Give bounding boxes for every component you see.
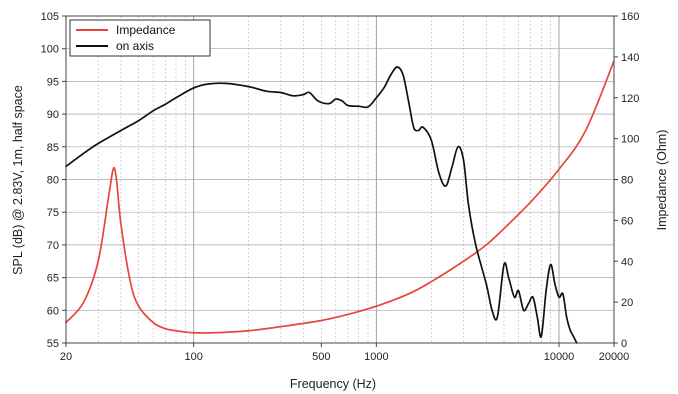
- x-tick-label: 10000: [544, 351, 575, 363]
- y-left-tick-label: 65: [47, 273, 59, 285]
- y-right-tick-label: 60: [621, 215, 633, 227]
- series-layer: [65, 60, 615, 344]
- y-left-tick-label: 90: [47, 109, 59, 121]
- y-right-tick-label: 160: [621, 11, 639, 23]
- y-right-tick-label: 140: [621, 52, 639, 64]
- y-left-tick-label: 55: [47, 338, 59, 350]
- x-tick-label: 1000: [364, 351, 388, 363]
- x-tick-label: 20000: [599, 351, 630, 363]
- y-left-tick-label: 75: [47, 207, 59, 219]
- y-left-tick-label: 85: [47, 142, 59, 154]
- major-grid: [66, 16, 614, 343]
- y-left-tick-label: 70: [47, 240, 59, 252]
- y-right-tick-label: 120: [621, 93, 639, 105]
- y-right-tick-label: 20: [621, 297, 633, 309]
- y-axis-right-title: Impedance (Ohm): [655, 130, 669, 231]
- y-right-tick-label: 100: [621, 134, 639, 146]
- ticks-layer: 55 60 65 70 75 80 85 90 95 100 105 0 20 40 60 80 100 120 1…: [41, 11, 640, 363]
- series-line-on-axis: [65, 66, 578, 344]
- y-left-tick-label: 105: [41, 11, 59, 23]
- x-tick-label: 500: [312, 351, 330, 363]
- x-tick-label: 100: [184, 351, 202, 363]
- x-axis-title: Frequency (Hz): [290, 377, 376, 391]
- y-left-tick-label: 95: [47, 76, 59, 88]
- y-axis-left-title: SPL (dB) @ 2.83V, 1m, half space: [11, 85, 25, 275]
- y-right-tick-label: 80: [621, 175, 633, 187]
- y-left-tick-label: 100: [41, 44, 59, 56]
- x-tick-label: 20: [60, 351, 72, 363]
- legend-label-impedance: Impedance: [116, 23, 176, 37]
- legend: Impedance on axis: [69, 19, 211, 57]
- minor-grid: [97, 16, 551, 343]
- legend-box: [69, 19, 211, 57]
- y-left-tick-label: 80: [47, 175, 59, 187]
- y-left-tick-label: 60: [47, 305, 59, 317]
- legend-label-on-axis: on axis: [116, 39, 154, 53]
- y-right-tick-label: 40: [621, 256, 633, 268]
- y-right-tick-label: 0: [621, 338, 627, 350]
- series-line-impedance: [65, 60, 615, 334]
